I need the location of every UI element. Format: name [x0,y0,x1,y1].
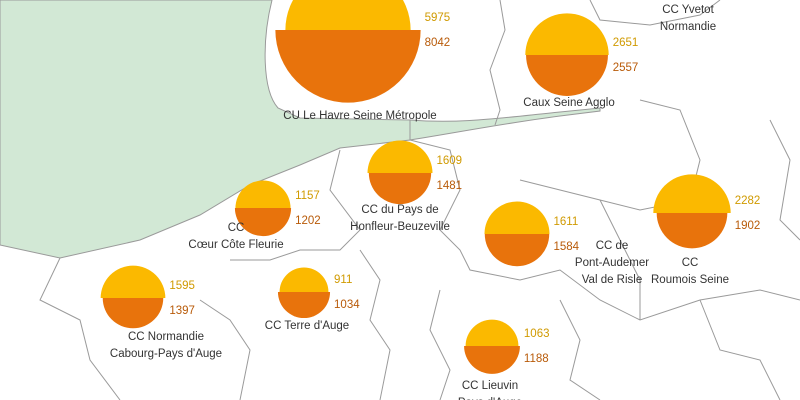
value-top: 1595 [169,280,195,292]
region-label: CC [228,222,245,234]
value-bottom: 8042 [425,37,451,49]
half-circle-top [653,174,731,213]
value-bottom: 1202 [295,215,321,227]
region-label: CU Le Havre Seine Métropole [283,110,436,122]
river [409,107,601,141]
sea [0,0,411,259]
half-circle-top [285,0,411,30]
value-top: 1063 [524,328,550,340]
value-bottom: 1481 [436,180,462,192]
value-top: 2282 [735,195,761,207]
region-label: CC [682,257,699,269]
value-bottom: 1584 [554,241,580,253]
half-circle-top [279,267,329,292]
region-label: CC du Pays de [361,204,438,216]
value-top: 911 [334,274,352,286]
half-circle-bottom [368,173,432,205]
region-label: CC Terre d'Auge [265,320,349,332]
half-circle-bottom [484,234,550,267]
half-circle-bottom [277,292,331,319]
region-label: CC Normandie [128,331,204,343]
half-circle-bottom [464,346,520,374]
half-circle-bottom [526,55,608,96]
value-bottom: 2557 [613,62,639,74]
region-label: Cabourg-Pays d'Auge [110,348,222,360]
half-circle-top [465,319,519,346]
half-circle-top [525,13,609,55]
value-bottom: 1188 [524,353,549,365]
half-circle-top [100,265,166,298]
region-label: Roumois Seine [651,274,729,286]
region-label: CC Yvetot [662,4,714,16]
half-circle-top [367,140,433,173]
region-label: Normandie [660,21,716,33]
half-circle-bottom [102,298,164,329]
region-label: Cœur Côte Fleurie [188,239,283,251]
value-top: 5975 [425,12,451,24]
value-bottom: 1034 [334,299,360,311]
value-top: 1157 [295,190,320,202]
region-label: Honfleur-Beuzeville [350,221,450,233]
region-label: Pont-Audemer [575,257,649,269]
region-label: CC de [596,240,629,252]
value-top: 1609 [436,155,462,167]
value-top: 2651 [613,37,639,49]
half-circle-top [235,180,291,208]
region-label: Caux Seine Agglo [523,97,614,109]
half-circle-bottom [275,30,421,103]
half-circle-bottom [234,208,292,237]
value-bottom: 1902 [735,220,761,232]
value-bottom: 1397 [169,305,195,317]
region-label: Pays d'Auge [458,397,522,400]
half-circle-top [484,201,550,234]
value-top: 1611 [554,216,579,228]
half-circle-bottom [656,213,728,249]
region-label: Val de Risle [582,274,643,286]
region-label: CC Lieuvin [462,380,518,392]
